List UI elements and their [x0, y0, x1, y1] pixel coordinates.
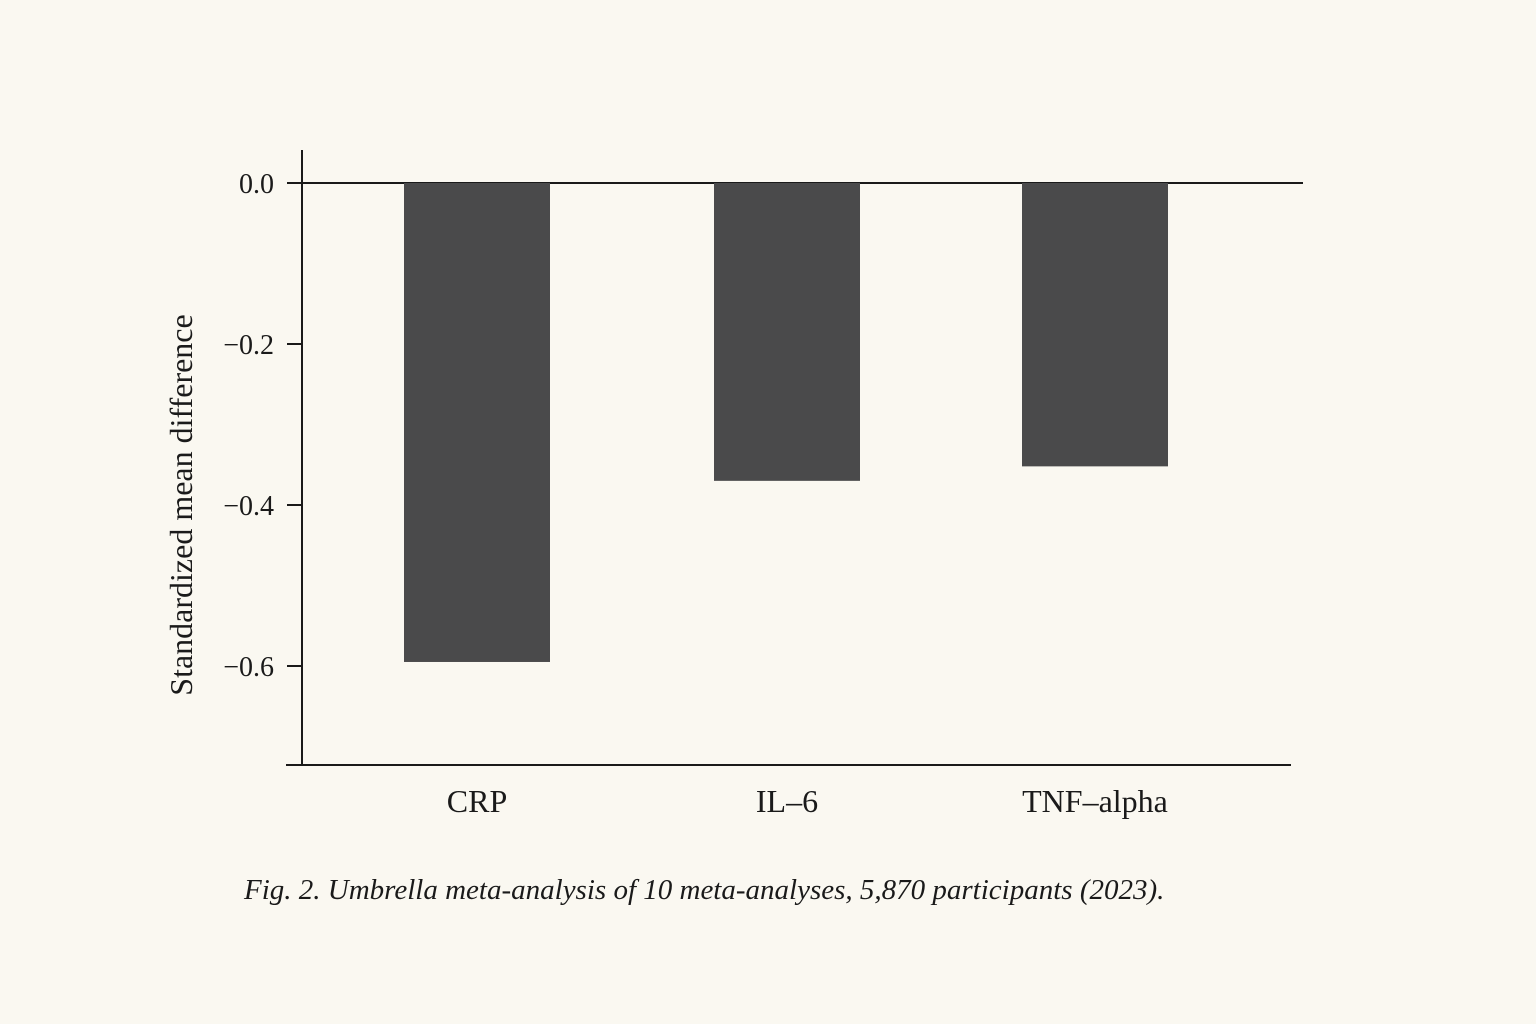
y-tick-label: −0.6 — [223, 652, 274, 683]
bar-chart: 0.0 −0.2 −0.4 −0.6 CRP IL–6 TNF–alpha Standardi… — [163, 150, 1303, 819]
bars — [404, 183, 1168, 662]
x-category-label: TNF–alpha — [1022, 783, 1168, 819]
y-tick-label: −0.4 — [223, 491, 274, 522]
labels: 0.0 −0.2 −0.4 −0.6 CRP IL–6 TNF–alpha Standardi… — [163, 169, 1168, 819]
y-tick-label: −0.2 — [223, 330, 274, 361]
y-axis-title: Standardized mean difference — [163, 314, 199, 695]
y-tick-label: 0.0 — [239, 169, 274, 200]
figure-caption: Fig. 2. Umbrella meta-analysis of 10 met… — [244, 874, 1165, 906]
bar-crp — [404, 183, 550, 662]
bar-tnf-alpha — [1022, 183, 1168, 467]
x-category-label: CRP — [447, 783, 507, 819]
x-category-label: IL–6 — [756, 783, 818, 819]
bar-il-6 — [714, 183, 860, 481]
